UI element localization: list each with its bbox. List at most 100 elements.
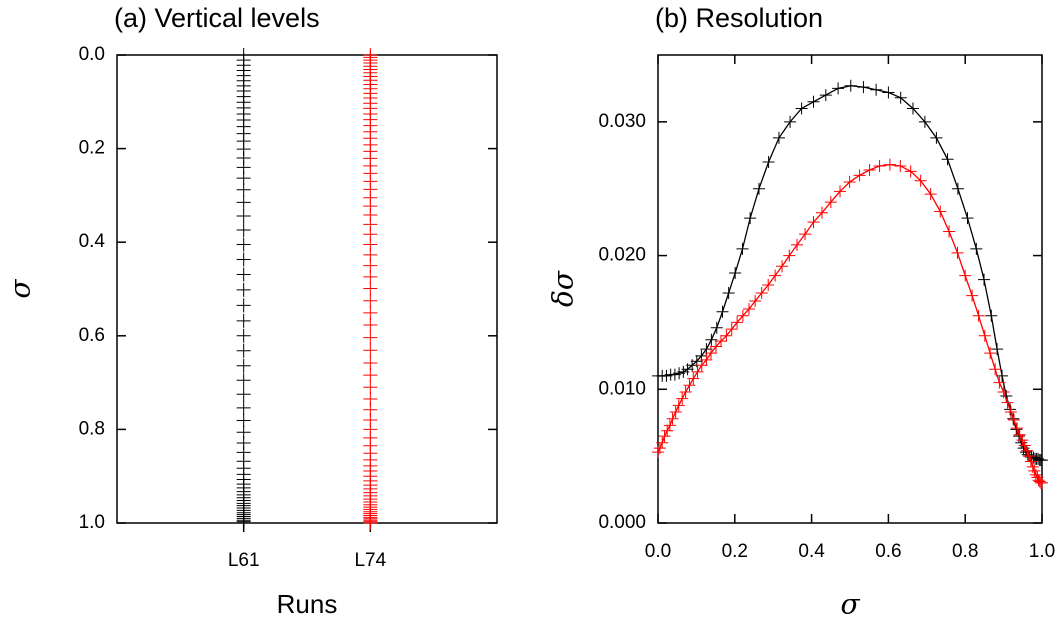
point-marker xyxy=(989,363,1002,376)
level-marker xyxy=(236,282,251,297)
point-marker xyxy=(695,359,708,372)
point-marker xyxy=(993,376,1006,389)
point-marker xyxy=(736,242,749,255)
point-marker xyxy=(762,278,775,291)
level-marker xyxy=(236,400,251,415)
level-marker xyxy=(236,252,251,267)
level-marker xyxy=(236,182,251,197)
point-marker xyxy=(951,246,964,259)
point-marker xyxy=(744,212,757,225)
x-tick-label: 1.0 xyxy=(1029,541,1055,562)
level-marker xyxy=(363,293,378,308)
level-marker xyxy=(236,343,251,358)
x-tick-label: 0.0 xyxy=(645,541,671,562)
point-marker xyxy=(799,228,812,241)
point-marker xyxy=(1036,454,1048,467)
point-marker xyxy=(934,205,947,218)
point-marker xyxy=(795,102,808,115)
point-marker xyxy=(714,335,727,348)
point-marker xyxy=(815,206,828,219)
point-marker xyxy=(918,115,931,128)
point-marker xyxy=(978,273,991,286)
point-marker xyxy=(924,188,937,201)
point-marker xyxy=(882,86,895,99)
y-tick-label: 1.0 xyxy=(79,512,105,533)
point-marker xyxy=(784,115,797,128)
point-marker xyxy=(1032,474,1045,487)
point-marker xyxy=(873,159,886,172)
point-marker xyxy=(904,165,917,178)
point-marker xyxy=(752,182,765,195)
level-marker xyxy=(236,298,251,313)
point-marker xyxy=(951,182,964,195)
level-marker xyxy=(363,343,378,358)
point-marker xyxy=(776,260,789,273)
point-marker xyxy=(906,102,919,115)
point-marker xyxy=(961,212,974,225)
level-marker xyxy=(236,373,251,388)
point-marker xyxy=(1033,475,1046,488)
y-tick-label: 0.0 xyxy=(79,44,105,65)
point-marker xyxy=(669,406,682,419)
level-marker xyxy=(236,358,251,373)
x-tick-label: L74 xyxy=(354,550,386,571)
y-tick-label: 0.2 xyxy=(79,138,105,159)
level-marker xyxy=(236,171,251,186)
point-marker xyxy=(772,131,785,144)
point-marker xyxy=(1021,444,1034,457)
chart-title: (b) Resolution xyxy=(655,3,823,33)
x-axis-label: σ xyxy=(840,588,860,621)
point-marker xyxy=(1022,450,1035,463)
point-marker xyxy=(807,95,820,108)
point-marker xyxy=(704,347,717,360)
point-marker xyxy=(725,323,738,336)
point-marker xyxy=(710,321,723,334)
point-marker xyxy=(863,163,876,176)
level-marker xyxy=(236,223,251,238)
point-marker xyxy=(683,379,696,392)
point-marker xyxy=(943,225,956,238)
point-marker xyxy=(658,430,671,443)
level-marker xyxy=(363,330,378,345)
point-marker xyxy=(749,295,762,308)
point-marker xyxy=(1036,476,1048,489)
x-tick-label: 0.4 xyxy=(798,541,825,562)
point-marker xyxy=(709,340,722,353)
point-marker xyxy=(1013,428,1026,441)
level-marker xyxy=(236,516,251,530)
level-marker xyxy=(236,413,251,428)
point-marker xyxy=(755,287,768,300)
level-marker xyxy=(363,318,378,333)
point-marker xyxy=(731,316,744,329)
point-marker xyxy=(959,269,972,282)
point-marker xyxy=(819,89,832,102)
point-marker xyxy=(966,289,979,302)
point-marker xyxy=(991,343,1004,356)
y-tick-label: 0.8 xyxy=(79,418,105,439)
point-marker xyxy=(679,385,692,398)
point-marker xyxy=(978,329,991,342)
level-marker xyxy=(236,267,251,282)
y-axis-label: δσ xyxy=(547,270,580,307)
y-tick-label: 0.020 xyxy=(598,245,646,266)
chart-title: (a) Vertical levels xyxy=(114,3,320,33)
point-marker xyxy=(663,419,676,432)
series-line xyxy=(657,163,1042,484)
y-tick-label: 0.010 xyxy=(598,378,646,399)
level-marker xyxy=(363,305,378,320)
level-marker xyxy=(363,281,378,296)
series-line xyxy=(658,85,1042,461)
x-tick-label: L61 xyxy=(228,550,260,571)
point-marker xyxy=(894,91,907,104)
point-marker xyxy=(996,369,1009,382)
level-marker xyxy=(236,208,251,223)
point-marker xyxy=(1024,455,1037,468)
point-marker xyxy=(656,436,669,449)
point-marker xyxy=(653,442,666,455)
level-marker xyxy=(363,355,378,370)
point-marker xyxy=(972,309,985,322)
x-tick-label: 0.2 xyxy=(722,541,748,562)
point-marker xyxy=(997,385,1010,398)
point-marker xyxy=(1007,414,1020,427)
level-marker xyxy=(363,269,378,284)
